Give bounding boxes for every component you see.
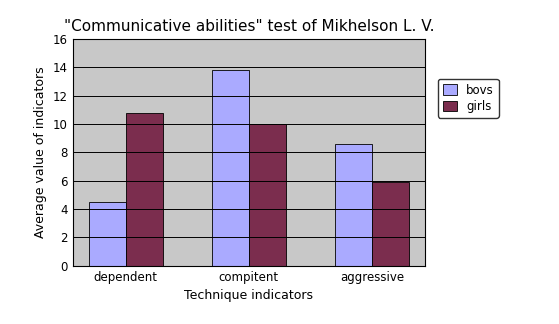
Y-axis label: Average value of indicators: Average value of indicators <box>34 66 48 238</box>
Bar <box>89 202 126 266</box>
Bar <box>126 112 163 266</box>
Bar <box>335 144 372 266</box>
Title: "Communicative abilities" test of Mikhelson L. V.: "Communicative abilities" test of Mikhel… <box>64 18 434 34</box>
Bar <box>212 70 249 266</box>
Bar <box>249 124 286 266</box>
Bar <box>372 182 409 266</box>
X-axis label: Technique indicators: Technique indicators <box>184 289 313 302</box>
Legend: bovs, girls: bovs, girls <box>438 79 499 118</box>
